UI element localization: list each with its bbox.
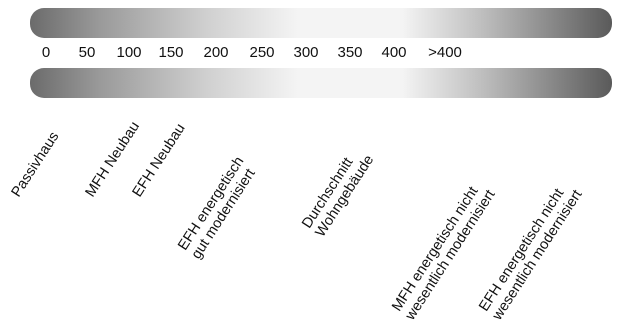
tick-label: 250 <box>249 44 275 61</box>
category-label: EFH energetisch gut modernisiert <box>175 154 261 262</box>
tick-label: 400 <box>381 44 407 61</box>
scale-band-bottom <box>30 68 612 98</box>
tick-label: 50 <box>78 44 96 61</box>
scale-white-strip <box>26 38 616 68</box>
tick-label: 100 <box>116 44 142 61</box>
category-label-line: Passivhaus <box>8 129 63 200</box>
tick-label: 0 <box>41 44 51 61</box>
tick-label: 200 <box>203 44 229 61</box>
scale-band-top <box>30 8 612 38</box>
tick-label: >400 <box>428 44 462 61</box>
category-label-line: MFH energetisch nicht <box>389 183 482 315</box>
category-label: Passivhaus <box>9 129 63 200</box>
tick-label: 350 <box>337 44 363 61</box>
tick-label: 150 <box>158 44 184 61</box>
category-label-line: wesentlich modernisiert <box>489 187 586 323</box>
category-label: Durchschnitt Wohngebäude <box>299 144 377 240</box>
tick-label: 300 <box>293 44 319 61</box>
energy-scale-bar <box>26 8 616 98</box>
